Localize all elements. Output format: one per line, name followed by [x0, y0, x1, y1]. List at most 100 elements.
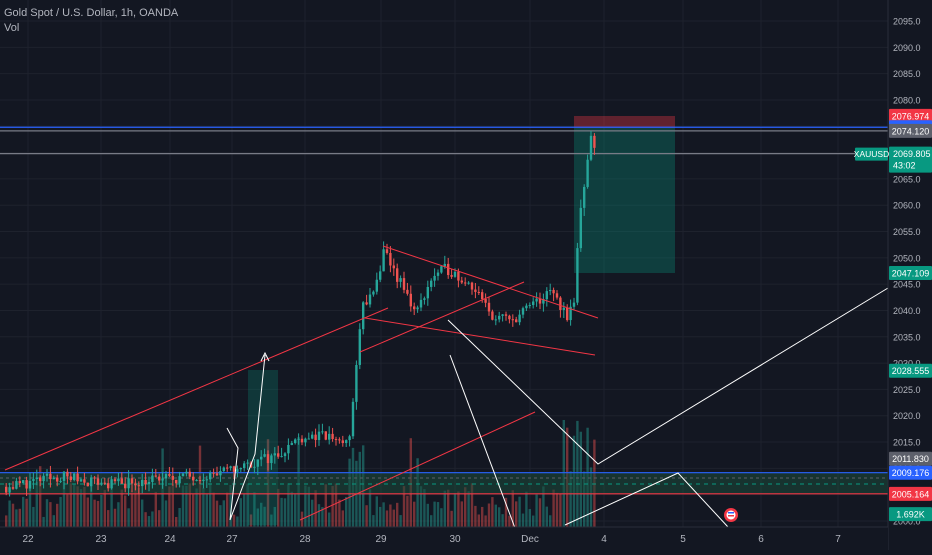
volume-bar — [83, 486, 86, 527]
candle-body — [430, 280, 433, 287]
volume-bar — [555, 492, 559, 527]
candle-body — [518, 314, 521, 323]
trend-line-channel-upper[interactable] — [4, 307, 389, 471]
volume-bar — [277, 488, 280, 527]
volume-bar — [521, 513, 525, 527]
candle-body — [572, 302, 576, 307]
time-tick-label: 4 — [601, 534, 607, 545]
volume-bar — [205, 494, 208, 527]
time-tick-label: 28 — [299, 534, 311, 545]
volume-bar — [385, 510, 389, 527]
volume-bar — [314, 490, 317, 527]
candle-body — [481, 292, 484, 300]
price-label-text: 2076.974 — [892, 111, 930, 121]
last-price-label[interactable] — [889, 146, 932, 173]
trend-line-lower[interactable] — [299, 411, 536, 521]
volume-bar — [103, 489, 106, 527]
volume-bar — [538, 498, 542, 527]
volume-bar — [525, 491, 528, 527]
symbol-tag[interactable] — [855, 147, 888, 161]
volume-bar — [28, 485, 32, 527]
volume-bar — [195, 488, 198, 527]
volume-bar — [175, 516, 178, 527]
price-label-box[interactable] — [889, 465, 932, 480]
candle-body — [528, 305, 531, 307]
candle-body — [69, 476, 72, 481]
candle-body — [161, 478, 164, 481]
time-tick-label: 27 — [226, 534, 238, 545]
candle-body — [5, 486, 8, 493]
candle-body — [137, 485, 140, 487]
volume-bar — [90, 482, 93, 527]
volume-bar — [69, 483, 72, 527]
volume-bar — [246, 483, 249, 527]
volume-bar — [96, 500, 100, 527]
volume-bar — [181, 485, 185, 527]
candle-body — [436, 272, 440, 276]
price-label-box[interactable] — [889, 266, 932, 281]
projection-path-secondary[interactable] — [449, 354, 516, 529]
volume-bar — [457, 491, 460, 527]
symbol-tag-text: XAUUSD — [854, 149, 889, 159]
box-zone[interactable] — [248, 370, 278, 525]
volume-bar — [49, 502, 52, 527]
price-tick-label: 2085.0 — [893, 69, 921, 79]
volume-bar — [419, 486, 423, 527]
time-tick-label: 6 — [758, 534, 764, 545]
volume-bar — [120, 489, 123, 527]
candle-body — [236, 469, 239, 472]
candle-body — [331, 433, 334, 440]
candle-body — [304, 438, 307, 443]
volume-bar — [317, 504, 321, 527]
candle-body — [402, 278, 406, 290]
projection-path-lower[interactable] — [564, 472, 729, 528]
price-label-box[interactable] — [889, 123, 932, 138]
candle-body — [328, 433, 331, 440]
candle-body — [45, 473, 49, 476]
price-tick-label: 2065.0 — [893, 174, 921, 184]
candle-body — [134, 483, 137, 486]
candle-body — [49, 473, 52, 480]
trend-line-channel-lower[interactable] — [359, 281, 525, 353]
volume-bar — [22, 496, 25, 527]
arrow-path-left[interactable] — [226, 354, 266, 521]
candle-body — [124, 483, 127, 489]
trend-line-wedge-bottom[interactable] — [364, 317, 596, 356]
volume-bar — [504, 497, 508, 527]
price-label-box[interactable] — [889, 507, 932, 522]
price-label-box[interactable] — [889, 451, 932, 466]
time-axis[interactable] — [0, 527, 888, 550]
candle-body — [110, 479, 113, 489]
candle-body — [117, 478, 120, 482]
volume-bar — [32, 506, 35, 527]
candle-body — [508, 315, 511, 320]
price-label-box[interactable] — [889, 108, 932, 123]
candle-body — [107, 483, 110, 489]
candle-body — [416, 307, 419, 310]
volume-bar — [188, 483, 191, 527]
volume-bar — [66, 494, 69, 527]
price-label-box[interactable] — [889, 363, 932, 378]
candle-body — [443, 263, 446, 267]
candle-body — [525, 305, 528, 309]
stop-loss-zone[interactable] — [574, 116, 675, 128]
price-label-box[interactable] — [889, 486, 932, 501]
candle-body — [379, 271, 382, 280]
candle-body — [576, 248, 579, 303]
trend-line-wedge-top[interactable] — [382, 245, 599, 319]
candle-body — [409, 293, 412, 307]
candle-body — [28, 480, 32, 489]
volume-bar — [311, 499, 314, 527]
candle-body — [198, 480, 202, 482]
projection-path-main[interactable] — [447, 287, 889, 465]
flag-icon[interactable] — [724, 508, 738, 522]
volume-bar — [18, 508, 21, 527]
take-profit-zone[interactable] — [574, 128, 675, 273]
candle-body — [90, 477, 93, 487]
candle-body — [491, 311, 494, 320]
candle-body — [423, 298, 426, 300]
candle-body — [212, 472, 215, 474]
candle-body — [562, 307, 565, 310]
